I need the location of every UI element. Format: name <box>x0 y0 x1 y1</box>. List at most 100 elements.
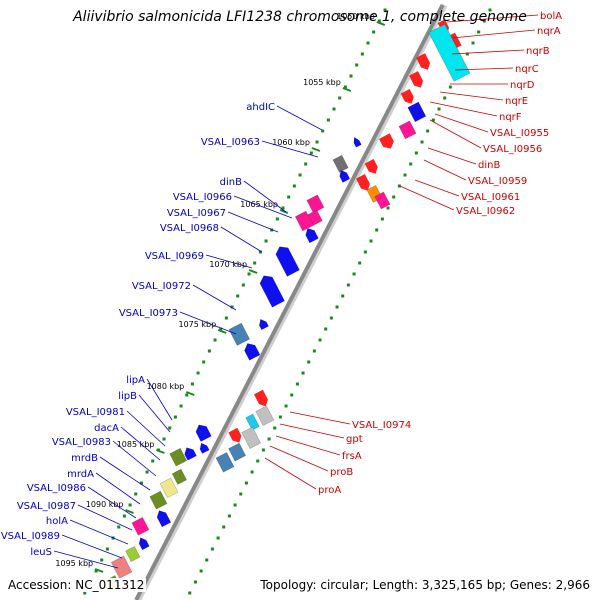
label-connector <box>61 534 123 559</box>
gene-label-right: VSAL_I0961 <box>461 192 520 203</box>
gene-label-right: bolA <box>540 11 562 22</box>
gc-dot <box>324 327 328 331</box>
label-connector <box>261 140 319 158</box>
gc-dot <box>139 481 143 485</box>
label-connector <box>192 284 237 311</box>
label-connector <box>276 105 323 131</box>
gc-dot-tracks <box>83 8 492 595</box>
gc-dot <box>426 129 430 133</box>
gc-dot <box>392 195 396 199</box>
label-connector <box>87 486 137 519</box>
gene-label-left: VSAL_I0968 <box>160 223 219 234</box>
tick-label: 1050 kbp <box>337 12 375 21</box>
gene-label-right: VSAL_I0956 <box>483 144 542 155</box>
gc-dot <box>358 261 362 265</box>
gc-dot <box>375 228 379 232</box>
label-connector <box>423 159 467 181</box>
label-connector <box>427 147 477 165</box>
gene-feature <box>259 319 269 330</box>
gc-dot <box>369 239 373 243</box>
label-connector <box>454 67 514 71</box>
gc-dot <box>128 503 132 507</box>
gc-dot <box>205 558 209 562</box>
label-connector <box>429 119 482 149</box>
gene-label-right: nqrE <box>505 96 528 107</box>
gene-label-left: mrdB <box>71 453 98 464</box>
gc-dot <box>366 41 370 45</box>
gene-label-left: VSAL_I0973 <box>119 308 178 319</box>
gene-label-right: nqrC <box>515 64 539 75</box>
gene-feature <box>171 468 187 485</box>
gene-feature <box>215 452 235 473</box>
gc-dot <box>247 272 251 276</box>
gc-dot <box>83 591 87 595</box>
tick-mark <box>342 87 352 92</box>
label-connector <box>264 457 317 490</box>
gc-dot <box>241 283 245 287</box>
gene-feature <box>407 101 427 123</box>
gc-dot <box>343 85 347 89</box>
gene-feature <box>253 389 268 407</box>
gene-feature <box>241 426 262 449</box>
label-connector <box>126 410 166 447</box>
gc-dot <box>193 580 197 584</box>
gene-feature <box>428 23 471 82</box>
gc-dot <box>145 470 149 474</box>
backbone-line <box>134 4 445 600</box>
gene-label-left: VSAL_I0981 <box>66 407 125 418</box>
tick-label: 1080 kbp <box>147 382 185 391</box>
gc-dot <box>275 217 279 221</box>
gc-dot <box>122 514 126 518</box>
gene-label-left: VSAL_I0966 <box>173 192 232 203</box>
gene-label-right: nqrB <box>526 46 550 57</box>
label-connector <box>451 49 525 55</box>
gene-feature <box>379 133 394 149</box>
gc-dot <box>304 162 308 166</box>
label-connector <box>279 423 345 439</box>
gc-dot <box>488 8 492 12</box>
gc-dot <box>443 96 447 100</box>
label-connector <box>399 185 455 211</box>
tick-mark <box>94 568 104 573</box>
tick-label: 1090 kbp <box>86 500 124 509</box>
gene-feature <box>139 537 150 550</box>
gc-dot <box>151 459 155 463</box>
gc-dot <box>377 19 381 23</box>
gene-label-right: VSAL_I0955 <box>490 128 549 139</box>
gc-dot <box>207 349 211 353</box>
label-connector <box>243 180 287 213</box>
gc-dot <box>250 470 254 474</box>
tick-mark <box>217 329 227 334</box>
gc-dot <box>355 63 359 67</box>
gc-dot <box>386 206 390 210</box>
label-connector <box>451 29 536 39</box>
label-connector <box>53 550 119 569</box>
label-connector <box>138 394 171 433</box>
accession-text: Accession: NC_011312 <box>6 578 147 592</box>
gc-dot <box>346 283 350 287</box>
gc-dot <box>188 591 192 595</box>
gc-dot <box>281 206 285 210</box>
gc-dot <box>278 415 282 419</box>
gene-feature <box>159 477 179 499</box>
gc-dot <box>134 492 138 496</box>
gene-label-left: VSAL_I0967 <box>167 208 226 219</box>
gene-feature <box>364 158 378 174</box>
label-connector <box>95 472 141 505</box>
label-connector <box>289 411 351 425</box>
tick-label: 1085 kbp <box>117 440 155 449</box>
gene-label-left: dinB <box>220 177 242 188</box>
gc-dot <box>349 74 353 78</box>
gc-dot <box>239 492 243 496</box>
gene-label-right: VSAL_I0962 <box>456 206 515 217</box>
gene-feature <box>110 555 133 579</box>
gene-label-right: VSAL_I0974 <box>352 420 411 431</box>
label-connector <box>112 440 157 477</box>
gene-label-right: nqrF <box>499 112 522 123</box>
gc-dot <box>380 217 384 221</box>
gc-dot <box>190 382 194 386</box>
gc-dot <box>363 250 367 254</box>
gene-feature <box>307 209 323 226</box>
gc-dot <box>329 316 333 320</box>
gc-dot <box>210 547 214 551</box>
